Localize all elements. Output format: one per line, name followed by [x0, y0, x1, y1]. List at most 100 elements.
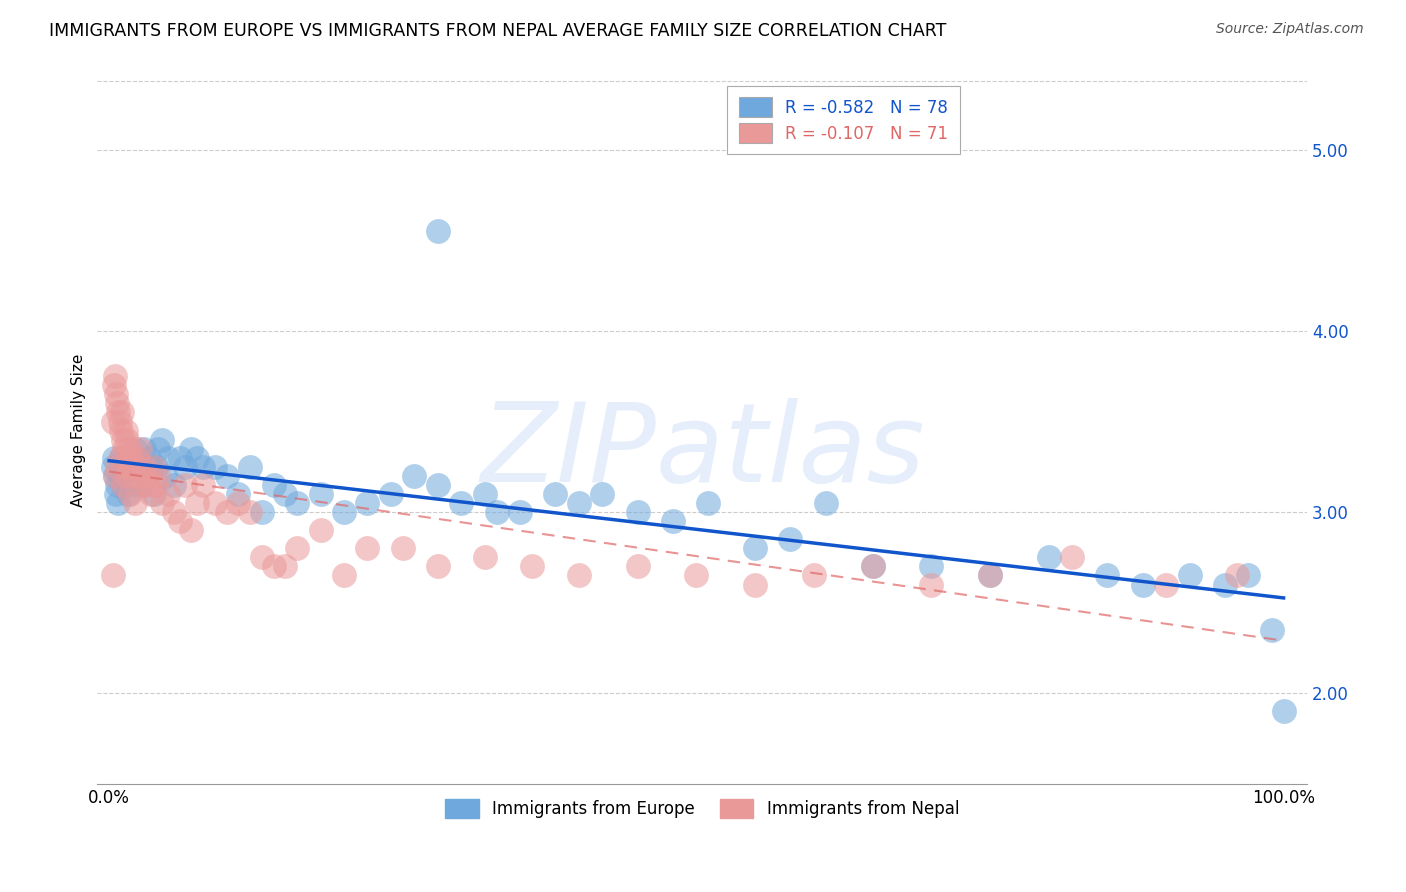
- Point: [263, 478, 285, 492]
- Point: [110, 450, 132, 465]
- Point: [121, 459, 143, 474]
- Point: [1261, 623, 1284, 637]
- Point: [101, 568, 124, 582]
- Point: [141, 459, 163, 474]
- Text: Source: ZipAtlas.com: Source: ZipAtlas.com: [1216, 22, 1364, 37]
- Point: [110, 424, 132, 438]
- Point: [120, 442, 142, 456]
- Point: [124, 442, 146, 456]
- Point: [920, 577, 942, 591]
- Point: [101, 415, 124, 429]
- Point: [163, 478, 186, 492]
- Point: [115, 433, 138, 447]
- Point: [474, 487, 496, 501]
- Point: [474, 550, 496, 565]
- Point: [101, 459, 124, 474]
- Point: [112, 442, 135, 456]
- Point: [111, 405, 134, 419]
- Point: [239, 505, 262, 519]
- Point: [250, 505, 273, 519]
- Point: [380, 487, 402, 501]
- Point: [103, 378, 125, 392]
- Point: [114, 450, 136, 465]
- Point: [145, 478, 167, 492]
- Point: [333, 568, 356, 582]
- Point: [485, 505, 508, 519]
- Point: [117, 450, 139, 465]
- Point: [121, 450, 143, 465]
- Point: [105, 396, 128, 410]
- Point: [391, 541, 413, 556]
- Point: [568, 496, 591, 510]
- Point: [568, 568, 591, 582]
- Point: [285, 541, 308, 556]
- Point: [150, 496, 173, 510]
- Point: [1038, 550, 1060, 565]
- Point: [104, 468, 127, 483]
- Point: [105, 478, 128, 492]
- Point: [135, 468, 157, 483]
- Point: [104, 468, 127, 483]
- Point: [191, 459, 214, 474]
- Point: [309, 487, 332, 501]
- Point: [117, 487, 139, 501]
- Point: [155, 468, 177, 483]
- Point: [108, 450, 131, 465]
- Point: [204, 459, 226, 474]
- Point: [1178, 568, 1201, 582]
- Point: [697, 496, 720, 510]
- Point: [239, 459, 262, 474]
- Point: [662, 514, 685, 528]
- Point: [134, 459, 156, 474]
- Point: [226, 487, 249, 501]
- Point: [591, 487, 613, 501]
- Point: [156, 487, 179, 501]
- Point: [1062, 550, 1084, 565]
- Point: [333, 505, 356, 519]
- Point: [404, 468, 426, 483]
- Point: [124, 496, 146, 510]
- Point: [274, 559, 297, 574]
- Point: [105, 459, 128, 474]
- Point: [226, 496, 249, 510]
- Point: [120, 487, 142, 501]
- Point: [118, 459, 141, 474]
- Point: [122, 459, 145, 474]
- Point: [191, 478, 214, 492]
- Point: [120, 478, 142, 492]
- Point: [108, 415, 131, 429]
- Point: [142, 487, 165, 501]
- Point: [862, 559, 884, 574]
- Point: [186, 496, 208, 510]
- Point: [285, 496, 308, 510]
- Point: [131, 468, 153, 483]
- Text: ZIPatlas: ZIPatlas: [479, 398, 925, 505]
- Point: [215, 505, 238, 519]
- Point: [169, 450, 191, 465]
- Point: [148, 442, 170, 456]
- Point: [125, 450, 148, 465]
- Point: [135, 468, 157, 483]
- Point: [263, 559, 285, 574]
- Point: [509, 505, 531, 519]
- Point: [120, 468, 142, 483]
- Point: [174, 478, 197, 492]
- Text: IMMIGRANTS FROM EUROPE VS IMMIGRANTS FROM NEPAL AVERAGE FAMILY SIZE CORRELATION : IMMIGRANTS FROM EUROPE VS IMMIGRANTS FRO…: [49, 22, 946, 40]
- Point: [128, 442, 150, 456]
- Point: [107, 405, 129, 419]
- Point: [104, 369, 127, 384]
- Point: [150, 433, 173, 447]
- Point: [626, 559, 648, 574]
- Point: [1226, 568, 1249, 582]
- Point: [114, 424, 136, 438]
- Point: [744, 541, 766, 556]
- Point: [111, 459, 134, 474]
- Point: [107, 496, 129, 510]
- Point: [979, 568, 1001, 582]
- Point: [1237, 568, 1260, 582]
- Point: [450, 496, 472, 510]
- Point: [309, 523, 332, 537]
- Y-axis label: Average Family Size: Average Family Size: [72, 354, 86, 508]
- Point: [356, 541, 378, 556]
- Point: [163, 505, 186, 519]
